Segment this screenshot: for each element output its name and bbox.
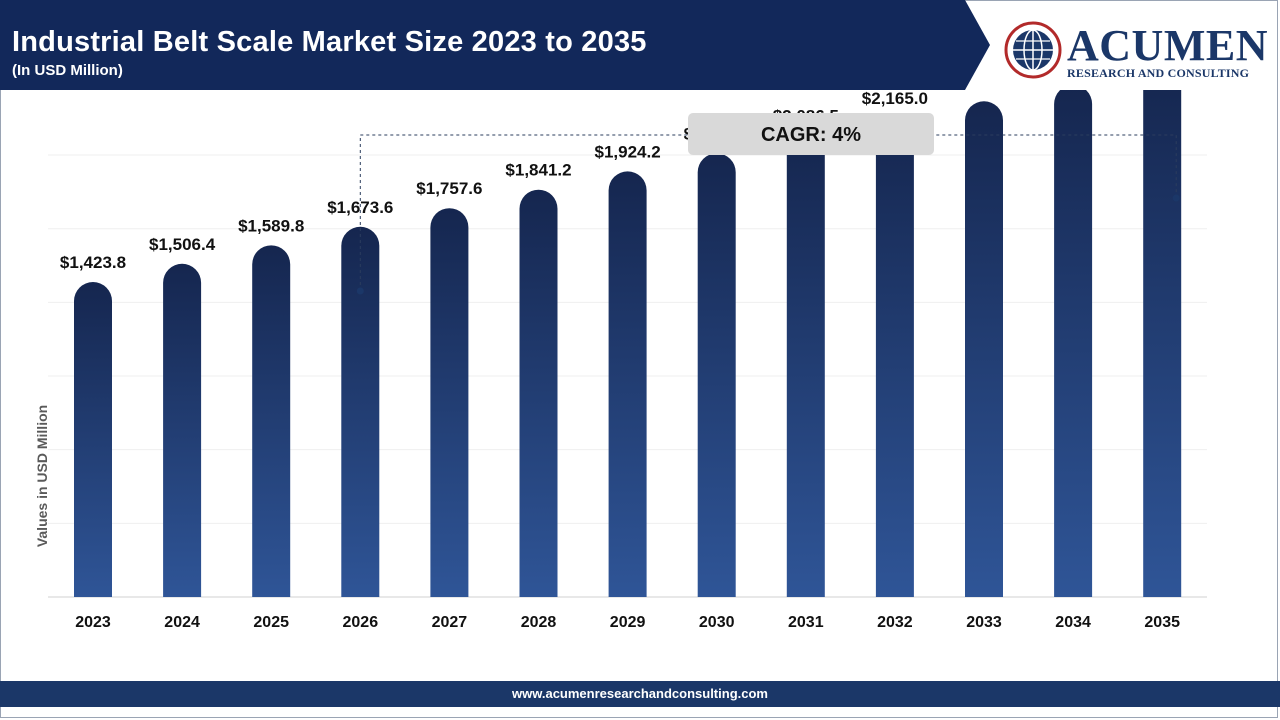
x-tick-2031: 2031 [788,614,824,631]
x-tick-2029: 2029 [610,614,646,631]
chart-title: Industrial Belt Scale Market Size 2023 t… [12,26,647,58]
data-label-2032: $2,165.0 [862,90,928,108]
x-tick-2025: 2025 [253,614,289,631]
bar-2031[interactable] [786,135,825,598]
data-label-2033: $2,241.2 [951,90,1017,91]
x-tick-2035: 2035 [1144,614,1180,631]
cagr-label: CAGR: 4% [761,124,861,146]
data-label-2028: $1,841.2 [505,161,571,180]
bar-2024[interactable] [163,263,202,597]
bar-2023[interactable] [74,282,112,597]
bar-2032[interactable] [875,118,914,598]
bar-2028[interactable] [519,189,558,597]
x-tick-2032: 2032 [877,614,913,631]
bar-2029[interactable] [608,171,647,598]
y-axis-label: Values in USD Million [34,405,50,547]
logo-tagline: RESEARCH AND CONSULTING [1067,66,1250,80]
data-label-2029: $1,924.2 [595,142,661,161]
bar-2034[interactable] [1054,90,1093,597]
bar-2033[interactable] [965,101,1003,598]
cagr-end-dot [1172,194,1180,202]
header-banner-shape [0,0,990,90]
data-label-2025: $1,589.8 [238,216,304,235]
cagr-connector [359,134,1177,291]
data-label-2026: $1,673.6 [327,198,393,217]
bar-2025[interactable] [252,245,291,597]
x-tick-labels: 2023 2024 2025 2026 2027 2028 2029 2030 2031 2032… [75,614,1180,631]
globe-icon [1004,21,1062,79]
bar-2027[interactable] [430,208,469,598]
data-label-2023: $1,423.8 [60,253,126,272]
footer-website-link[interactable]: www.acumenresearchandconsulting.com [0,681,1280,707]
chart-subtitle: (In USD Million) [12,62,123,79]
bars [74,90,1182,598]
bar-2026[interactable] [341,226,380,597]
cagr-start-dot [356,287,364,295]
cagr-annotation: CAGR: 4% [356,113,1180,295]
data-label-2027: $1,757.6 [416,179,482,198]
company-logo[interactable]: ACUMEN RESEARCH AND CONSULTING [1003,20,1268,86]
x-tick-2023: 2023 [75,614,111,631]
x-tick-2026: 2026 [343,614,379,631]
x-tick-2034: 2034 [1055,614,1091,631]
x-tick-2024: 2024 [164,614,200,631]
data-label-2024: $1,506.4 [149,235,216,254]
x-tick-2027: 2027 [432,614,468,631]
logo-wordmark: ACUMEN [1067,21,1268,70]
bar-2035[interactable] [1143,90,1182,597]
bar-chart: Values in USD Million $1,423.8 $1,506.4 $1… [34,90,1207,631]
x-tick-2033: 2033 [966,614,1002,631]
cagr-box [688,113,934,155]
x-tick-2030: 2030 [699,614,735,631]
x-tick-2028: 2028 [521,614,557,631]
bar-2030[interactable] [697,153,736,598]
header-banner [0,0,990,90]
